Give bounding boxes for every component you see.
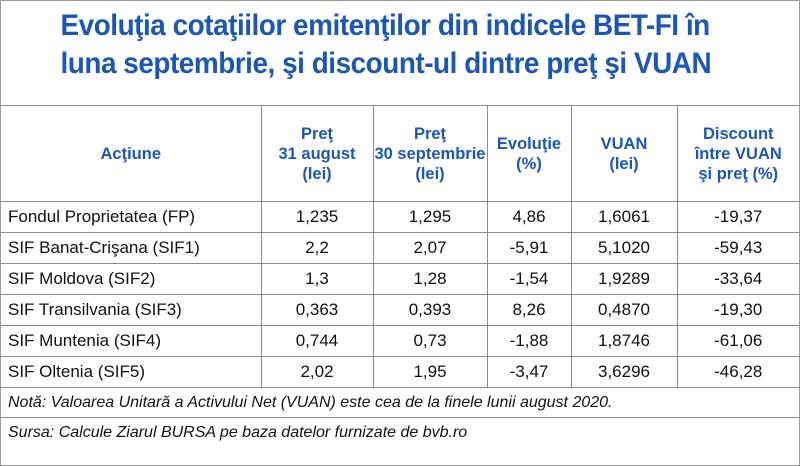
table-row: SIF Moldova (SIF2) 1,3 1,28 -1,54 1,9289… xyxy=(1,263,799,295)
table-row: SIF Muntenia (SIF4) 0,744 0,73 -1,88 1,8… xyxy=(1,325,799,357)
cell-vuan: 1,8746 xyxy=(570,325,678,357)
title-line-1: Evoluţia cotaţiilor emitenţilor din indi… xyxy=(60,9,711,42)
cell-pret-31-august: 2,02 xyxy=(260,356,374,388)
cell-pret-31-august: 1,235 xyxy=(260,201,374,233)
cell-pret-30-septembrie: 0,73 xyxy=(372,325,488,357)
cell-evolutie: 4,86 xyxy=(486,201,572,233)
source-credit: Sursa: Calcule Ziarul BURSA pe baza date… xyxy=(1,417,799,447)
cell-vuan: 0,4870 xyxy=(570,294,678,326)
cell-discount: -59,43 xyxy=(676,232,799,264)
cell-evolutie: -1,88 xyxy=(486,325,572,357)
cell-pret-31-august: 2,2 xyxy=(260,232,374,264)
cell-vuan: 5,1020 xyxy=(570,232,678,264)
cell-discount: -61,06 xyxy=(676,325,799,357)
footnote: Notă: Valoarea Unitară a Activului Net (… xyxy=(1,387,799,418)
cell-actiune: SIF Banat-Crişana (SIF1) xyxy=(1,232,262,264)
header-vuan: VUAN (lei) xyxy=(570,105,678,202)
title-line-2: luna septembrie, şi discount-ul dintre p… xyxy=(60,47,712,80)
cell-vuan: 3,6296 xyxy=(570,356,678,388)
table-row: SIF Oltenia (SIF5) 2,02 1,95 -3,47 3,629… xyxy=(1,356,799,388)
cell-evolutie: -3,47 xyxy=(486,356,572,388)
note-row: Notă: Valoarea Unitară a Activului Net (… xyxy=(1,387,799,418)
cell-actiune: SIF Moldova (SIF2) xyxy=(1,263,262,295)
header-evolutie: Evoluţie (%) xyxy=(486,105,572,202)
cell-pret-31-august: 1,3 xyxy=(260,263,374,295)
cell-actiune: SIF Muntenia (SIF4) xyxy=(1,325,262,357)
header-pret-30-septembrie: Preţ 30 septembrie (lei) xyxy=(372,105,488,202)
cell-pret-30-septembrie: 1,95 xyxy=(372,356,488,388)
cell-pret-31-august: 0,744 xyxy=(260,325,374,357)
quotes-table: Acţiune Preţ 31 august (lei) Preţ 30 sep… xyxy=(1,105,799,447)
cell-vuan: 1,6061 xyxy=(570,201,678,233)
table-row: Fondul Proprietatea (FP) 1,235 1,295 4,8… xyxy=(1,201,799,233)
table-row: SIF Banat-Crişana (SIF1) 2,2 2,07 -5,91 … xyxy=(1,232,799,264)
cell-vuan: 1,9289 xyxy=(570,263,678,295)
table-row: SIF Transilvania (SIF3) 0,363 0,393 8,26… xyxy=(1,294,799,326)
cell-pret-30-septembrie: 1,295 xyxy=(372,201,488,233)
cell-discount: -46,28 xyxy=(676,356,799,388)
header-pret-31-august: Preţ 31 august (lei) xyxy=(260,105,374,202)
document-title: Evoluţia cotaţiilor emitenţilor din indi… xyxy=(1,1,743,105)
cell-actiune: SIF Oltenia (SIF5) xyxy=(1,356,262,388)
cell-evolutie: -5,91 xyxy=(486,232,572,264)
source-row: Sursa: Calcule Ziarul BURSA pe baza date… xyxy=(1,417,799,447)
cell-evolutie: 8,26 xyxy=(486,294,572,326)
cell-discount: -33,64 xyxy=(676,263,799,295)
cell-actiune: SIF Transilvania (SIF3) xyxy=(1,294,262,326)
cell-discount: -19,30 xyxy=(676,294,799,326)
cell-evolutie: -1,54 xyxy=(486,263,572,295)
cell-discount: -19,37 xyxy=(676,201,799,233)
table-header-row: Acţiune Preţ 31 august (lei) Preţ 30 sep… xyxy=(1,105,799,202)
cell-pret-31-august: 0,363 xyxy=(260,294,374,326)
cell-actiune: Fondul Proprietatea (FP) xyxy=(1,201,262,233)
header-discount: Discount între VUAN şi preţ (%) xyxy=(676,105,799,202)
cell-pret-30-septembrie: 0,393 xyxy=(372,294,488,326)
cell-pret-30-septembrie: 2,07 xyxy=(372,232,488,264)
header-actiune: Acţiune xyxy=(1,105,262,202)
cell-pret-30-septembrie: 1,28 xyxy=(372,263,488,295)
